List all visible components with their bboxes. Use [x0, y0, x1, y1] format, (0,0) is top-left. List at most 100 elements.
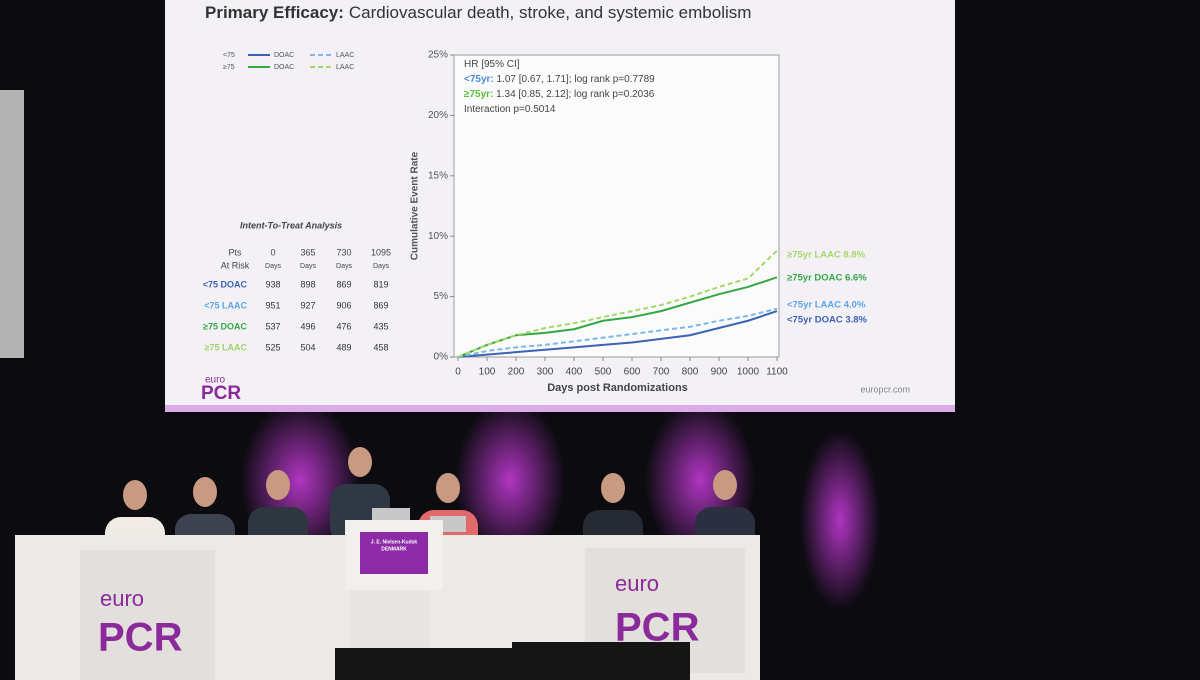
monitor — [335, 648, 515, 680]
table-unit: Days — [265, 263, 281, 270]
table-cell: 458 — [373, 342, 388, 352]
x-tick-label: 1000 — [737, 367, 760, 378]
person-head — [436, 473, 460, 503]
series-line — [457, 307, 778, 358]
annotation-text: Interaction p=0.5014 — [464, 104, 556, 115]
table-unit: Days — [336, 263, 352, 270]
x-tick-label: 900 — [711, 367, 728, 378]
monitor — [512, 642, 690, 680]
laptop — [372, 508, 410, 522]
x-axis-title: Days post Randomizations — [547, 382, 688, 394]
table-unit: Days — [373, 263, 389, 270]
person-head — [123, 480, 147, 510]
table-column: 365 — [300, 247, 315, 257]
x-tick-label: 600 — [624, 367, 641, 378]
annotation: Interaction p=0.5014 — [464, 104, 556, 115]
table-column: 730 — [336, 247, 351, 257]
nameplate — [360, 532, 428, 574]
annotation: HR [95% CI] — [464, 59, 520, 70]
nameplate-country: DENMARK — [381, 546, 407, 552]
x-tick-label: 700 — [653, 367, 670, 378]
series-line — [457, 249, 778, 358]
series-line — [457, 310, 778, 358]
y-tick-label: 0% — [434, 352, 449, 363]
side-screen — [0, 90, 24, 358]
slide-url: europcr.com — [860, 384, 910, 394]
table-unit: Days — [300, 263, 316, 270]
desk-logo-pcr: PCR — [98, 616, 183, 660]
title-bold: Primary Efficacy: — [205, 3, 344, 22]
table-cell: 927 — [300, 300, 315, 310]
person-head — [193, 477, 217, 507]
x-tick-label: 800 — [682, 367, 699, 378]
table-cell: 489 — [336, 342, 351, 352]
annotation-lead: <75yr: — [464, 74, 494, 85]
table-cell: 525 — [265, 342, 280, 352]
table-cell: 476 — [336, 321, 351, 331]
x-tick-label: 500 — [595, 367, 612, 378]
table-cell: 496 — [300, 321, 315, 331]
desk-logo-euro: euro — [100, 586, 144, 611]
legend-label: DOAC — [274, 64, 294, 71]
nameplate-name: J. E. Nielsen-Kudsk — [371, 539, 418, 545]
desk-logo-euro: euro — [615, 571, 659, 596]
table-cell: 869 — [373, 300, 388, 310]
x-tick-label: 1100 — [766, 367, 788, 378]
desk-panel — [80, 550, 215, 680]
x-tick-label: 100 — [479, 367, 496, 378]
legend-group: <75 — [223, 52, 235, 59]
annotation: ≥75yr: 1.34 [0.85, 2.12]; log rank p=0.2… — [464, 89, 655, 100]
table-cell: 869 — [336, 279, 351, 289]
y-tick-label: 25% — [428, 50, 448, 61]
slide-edge — [165, 405, 955, 412]
x-tick-label: 400 — [566, 367, 583, 378]
y-axis-title: Cumulative Event Rate — [410, 151, 421, 260]
end-label: <75yr LAAC 4.0% — [787, 300, 866, 311]
y-tick-label: 15% — [428, 170, 448, 181]
y-tick-label: 5% — [434, 291, 449, 302]
table-cell: 898 — [300, 279, 315, 289]
row-label: ≥75 DOAC — [203, 321, 247, 331]
y-tick-label: 20% — [428, 110, 448, 121]
row-label: <75 DOAC — [203, 279, 248, 289]
plot-frame — [453, 54, 780, 358]
annotation-lead: ≥75yr: — [464, 89, 493, 100]
stage-light — [800, 430, 880, 610]
annotation-text: 1.07 [0.67, 1.71]; log rank p=0.7789 — [494, 74, 655, 85]
end-label: ≥75yr LAAC 8.8% — [787, 250, 866, 261]
desk-logo-pcr: PCR — [615, 606, 700, 650]
title-text: Cardiovascular death, stroke, and system… — [349, 3, 752, 22]
y-tick-label: 10% — [428, 231, 448, 242]
legend-group: ≥75 — [223, 64, 235, 71]
annotation-text: HR [95% CI] — [464, 59, 520, 70]
slide-title: Primary Efficacy: Cardiovascular death, s… — [205, 3, 751, 22]
table-cell: 435 — [373, 321, 388, 331]
stage-light — [455, 400, 565, 560]
table-cell: 951 — [265, 300, 280, 310]
legend-label: LAAC — [336, 64, 354, 71]
annotation-text: 1.34 [0.85, 2.12]; log rank p=0.2036 — [493, 89, 654, 100]
x-tick-label: 300 — [537, 367, 554, 378]
end-label: ≥75yr DOAC 6.6% — [787, 273, 867, 284]
table-corner: At Risk — [221, 260, 250, 270]
x-tick-label: 0 — [455, 367, 461, 378]
table-cell: 537 — [265, 321, 280, 331]
person-head — [266, 470, 290, 500]
x-tick-label: 200 — [508, 367, 525, 378]
table-cell: 938 — [265, 279, 280, 289]
end-label: <75yr DOAC 3.8% — [787, 315, 868, 326]
legend-label: LAAC — [336, 52, 354, 59]
legend-label: DOAC — [274, 52, 294, 59]
annotation: <75yr: 1.07 [0.67, 1.71]; log rank p=0.7… — [464, 74, 655, 85]
slide-logo-pcr: PCR — [201, 383, 241, 404]
table-title: Intent-To-Treat Analysis — [240, 220, 342, 230]
table-cell: 504 — [300, 342, 315, 352]
table-column: 0 — [270, 247, 275, 257]
person-head — [713, 470, 737, 500]
table-corner: Pts — [228, 247, 242, 257]
table-cell: 819 — [373, 279, 388, 289]
row-label: ≥75 LAAC — [205, 342, 248, 352]
person-head — [601, 473, 625, 503]
person-head — [348, 447, 372, 477]
